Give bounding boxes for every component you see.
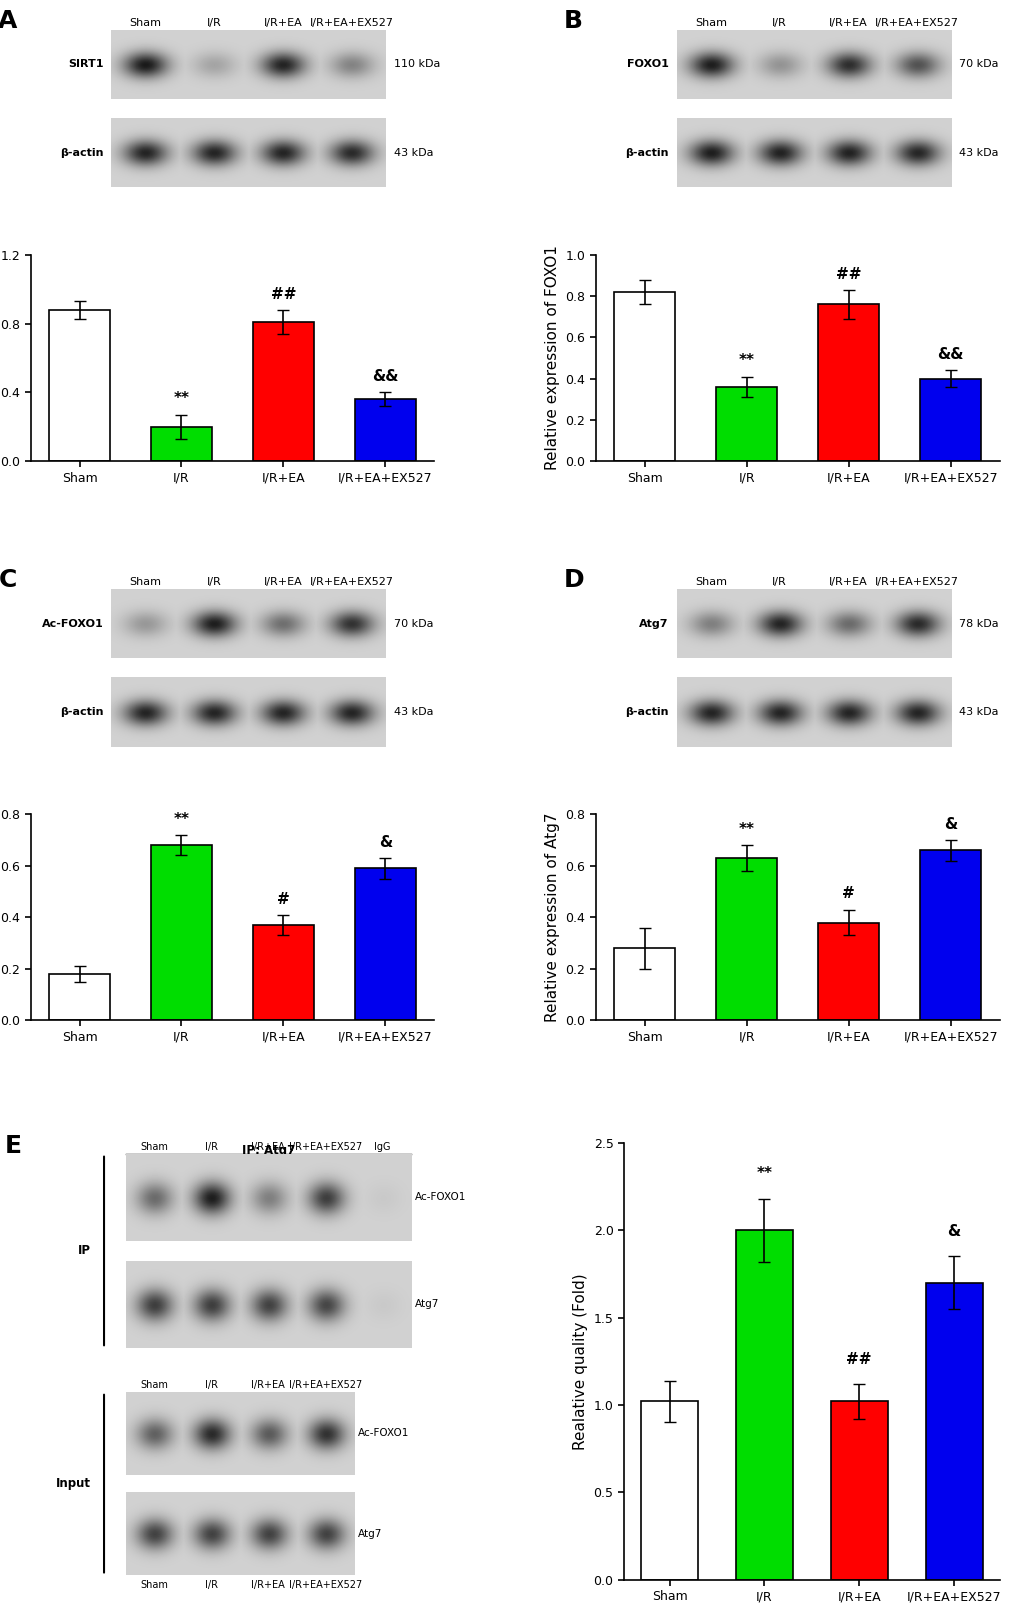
- Text: Atg7: Atg7: [415, 1299, 439, 1309]
- Text: IP: IP: [78, 1244, 91, 1257]
- Text: I/R+EA: I/R+EA: [263, 18, 302, 27]
- Text: I/R: I/R: [207, 18, 221, 27]
- Text: ##: ##: [270, 287, 296, 301]
- Text: B: B: [564, 10, 582, 34]
- Text: Sham: Sham: [140, 1580, 168, 1589]
- Text: I/R+EA: I/R+EA: [251, 1141, 284, 1151]
- Text: 43 kDa: 43 kDa: [393, 148, 433, 158]
- Text: A: A: [0, 10, 17, 34]
- Bar: [817, 922, 878, 1020]
- Text: &: &: [378, 835, 391, 850]
- Text: D: D: [564, 569, 584, 593]
- Text: 70 kDa: 70 kDa: [958, 60, 998, 69]
- Text: I/R+EA+EX527: I/R+EA+EX527: [288, 1141, 362, 1151]
- Text: **: **: [173, 392, 190, 406]
- Text: I/R+EA+EX527: I/R+EA+EX527: [874, 577, 958, 587]
- Text: Ac-FOXO1: Ac-FOXO1: [358, 1428, 409, 1438]
- Text: I/R+EA+EX527: I/R+EA+EX527: [310, 18, 393, 27]
- Bar: [715, 387, 776, 461]
- Bar: [641, 1401, 697, 1580]
- Text: Sham: Sham: [140, 1380, 168, 1390]
- Text: β-actin: β-actin: [60, 708, 103, 717]
- Text: Sham: Sham: [694, 577, 727, 587]
- Text: ##: ##: [836, 266, 861, 282]
- Text: SIRT1: SIRT1: [67, 60, 103, 69]
- Bar: [49, 310, 110, 461]
- Bar: [151, 845, 212, 1020]
- Bar: [355, 400, 416, 461]
- Text: Input: Input: [56, 1477, 91, 1489]
- Text: 43 kDa: 43 kDa: [958, 148, 998, 158]
- Y-axis label: Relative expression of Atg7: Relative expression of Atg7: [544, 812, 559, 1022]
- Bar: [924, 1283, 981, 1580]
- Text: Ac-FOXO1: Ac-FOXO1: [415, 1193, 466, 1203]
- Text: **: **: [738, 353, 754, 369]
- Text: Sham: Sham: [129, 577, 161, 587]
- Text: β-actin: β-actin: [625, 148, 667, 158]
- Bar: [355, 869, 416, 1020]
- Text: I/R+EA+EX527: I/R+EA+EX527: [288, 1580, 362, 1589]
- Text: FOXO1: FOXO1: [626, 60, 667, 69]
- Text: &: &: [944, 817, 957, 832]
- Text: #: #: [842, 887, 854, 901]
- Text: **: **: [738, 822, 754, 837]
- Text: &&: &&: [372, 369, 398, 384]
- Text: 43 kDa: 43 kDa: [958, 708, 998, 717]
- Bar: [919, 379, 980, 461]
- Bar: [613, 948, 675, 1020]
- Bar: [151, 427, 212, 461]
- Bar: [49, 974, 110, 1020]
- Text: I/R: I/R: [207, 577, 221, 587]
- Text: #: #: [277, 891, 289, 906]
- Text: β-actin: β-actin: [60, 148, 103, 158]
- Text: C: C: [0, 569, 16, 593]
- Text: 78 kDa: 78 kDa: [958, 619, 998, 629]
- Text: E: E: [5, 1135, 21, 1157]
- Text: 110 kDa: 110 kDa: [393, 60, 440, 69]
- Text: **: **: [756, 1165, 771, 1182]
- Text: β-actin: β-actin: [625, 708, 667, 717]
- Text: I/R: I/R: [205, 1380, 217, 1390]
- Text: I/R+EA: I/R+EA: [828, 18, 867, 27]
- Text: I/R+EA: I/R+EA: [263, 577, 302, 587]
- Bar: [253, 925, 314, 1020]
- Text: I/R: I/R: [771, 577, 787, 587]
- Text: I/R+EA: I/R+EA: [828, 577, 867, 587]
- Text: Atg7: Atg7: [638, 619, 667, 629]
- Text: **: **: [173, 811, 190, 827]
- Bar: [829, 1401, 887, 1580]
- Text: I/R+EA+EX527: I/R+EA+EX527: [288, 1380, 362, 1390]
- Text: 70 kDa: 70 kDa: [393, 619, 433, 629]
- Text: I/R: I/R: [205, 1141, 217, 1151]
- Bar: [253, 322, 314, 461]
- Y-axis label: Realative quality (Fold): Realative quality (Fold): [573, 1273, 588, 1449]
- Text: IgG: IgG: [374, 1141, 390, 1151]
- Text: I/R: I/R: [771, 18, 787, 27]
- Text: I/R+EA: I/R+EA: [251, 1380, 284, 1390]
- Bar: [817, 305, 878, 461]
- Bar: [715, 858, 776, 1020]
- Bar: [919, 851, 980, 1020]
- Text: IP: Atg7: IP: Atg7: [242, 1143, 294, 1157]
- Bar: [613, 292, 675, 461]
- Text: Atg7: Atg7: [358, 1528, 382, 1539]
- Text: ##: ##: [846, 1351, 871, 1367]
- Text: I/R+EA: I/R+EA: [251, 1580, 284, 1589]
- Text: &&: &&: [936, 347, 963, 363]
- Text: I/R: I/R: [205, 1580, 217, 1589]
- Bar: [736, 1230, 792, 1580]
- Text: Ac-FOXO1: Ac-FOXO1: [42, 619, 103, 629]
- Text: Sham: Sham: [140, 1141, 168, 1151]
- Y-axis label: Relative expression of FOXO1: Relative expression of FOXO1: [544, 245, 559, 471]
- Text: Sham: Sham: [129, 18, 161, 27]
- Text: Sham: Sham: [694, 18, 727, 27]
- Text: I/R+EA+EX527: I/R+EA+EX527: [310, 577, 393, 587]
- Text: 43 kDa: 43 kDa: [393, 708, 433, 717]
- Text: &: &: [947, 1224, 960, 1240]
- Text: I/R+EA+EX527: I/R+EA+EX527: [874, 18, 958, 27]
